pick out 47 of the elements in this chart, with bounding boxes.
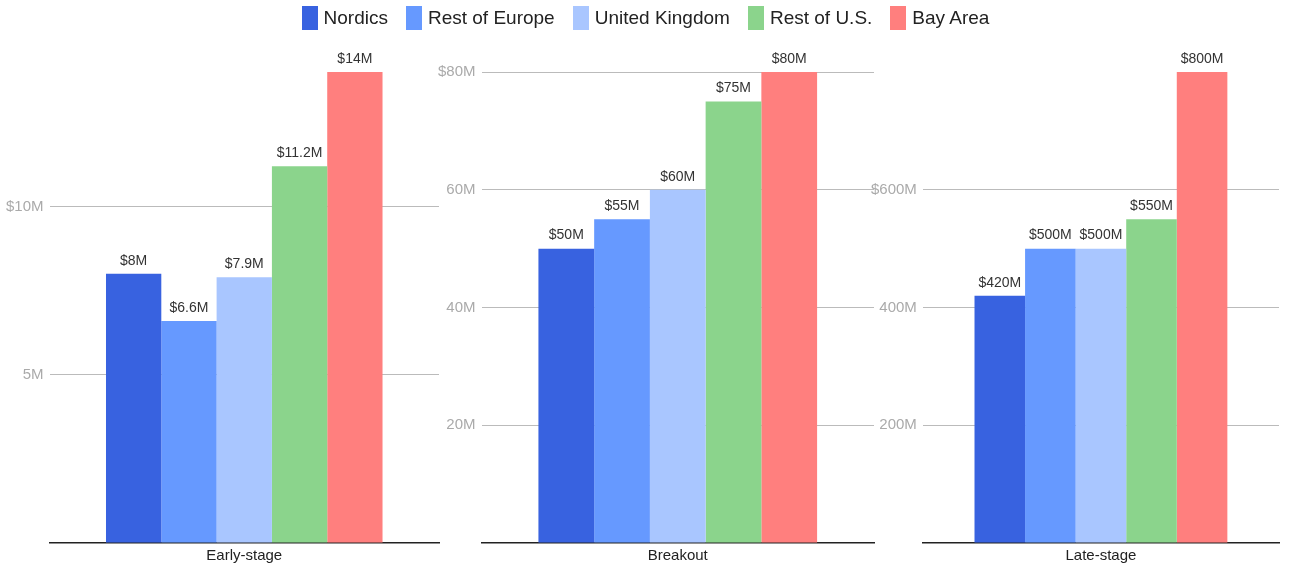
data-label: $500M bbox=[1079, 226, 1123, 243]
bar bbox=[538, 248, 595, 543]
legend-label: United Kingdom bbox=[594, 7, 730, 29]
data-label: $800M bbox=[1180, 49, 1224, 66]
bar bbox=[1075, 248, 1127, 543]
data-label: $50M bbox=[548, 226, 584, 243]
bar bbox=[594, 219, 650, 543]
y-tick-label: 200M bbox=[879, 415, 917, 433]
data-label: $55M bbox=[604, 197, 640, 214]
bar bbox=[216, 277, 272, 543]
x-tick-label: Early-stage bbox=[206, 546, 283, 564]
data-label: $6.6M bbox=[169, 298, 209, 315]
y-tick-label: 60M bbox=[446, 179, 476, 197]
bar bbox=[1126, 219, 1177, 543]
x-tick-label: Late-stage bbox=[1065, 546, 1137, 564]
data-label: $500M bbox=[1028, 226, 1072, 243]
data-label: $14M bbox=[337, 49, 373, 66]
y-tick-label: 5M bbox=[22, 364, 44, 382]
bar bbox=[974, 295, 1026, 543]
bar bbox=[705, 101, 762, 543]
bar bbox=[1176, 72, 1228, 543]
y-tick-label: 400M bbox=[879, 297, 917, 315]
bar bbox=[106, 273, 162, 543]
legend-label: Nordics bbox=[323, 7, 388, 29]
bar bbox=[271, 166, 328, 543]
y-tick-label: 40M bbox=[446, 297, 476, 315]
y-tick-label: $600M bbox=[870, 179, 917, 197]
bar bbox=[1025, 248, 1076, 543]
y-tick-label: 20M bbox=[446, 415, 476, 433]
data-label: $60M bbox=[660, 167, 696, 184]
data-label: $80M bbox=[771, 49, 807, 66]
data-label: $420M bbox=[978, 273, 1022, 290]
bar bbox=[161, 320, 217, 543]
bar bbox=[327, 72, 383, 543]
data-label: $7.9M bbox=[224, 255, 264, 272]
x-tick-label: Breakout bbox=[647, 546, 709, 564]
bar bbox=[761, 72, 818, 543]
legend-label: Bay Area bbox=[912, 7, 990, 29]
data-label: $11.2M bbox=[276, 144, 323, 161]
y-tick-label: $80M bbox=[437, 62, 476, 80]
data-label: $75M bbox=[715, 79, 752, 96]
legend-label: Rest of U.S. bbox=[769, 7, 873, 29]
data-label: $550M bbox=[1130, 197, 1173, 214]
data-label: $8M bbox=[120, 251, 148, 268]
legend-label: Rest of Europe bbox=[427, 7, 555, 29]
bar bbox=[649, 189, 706, 543]
y-tick-label: $10M bbox=[5, 196, 44, 214]
